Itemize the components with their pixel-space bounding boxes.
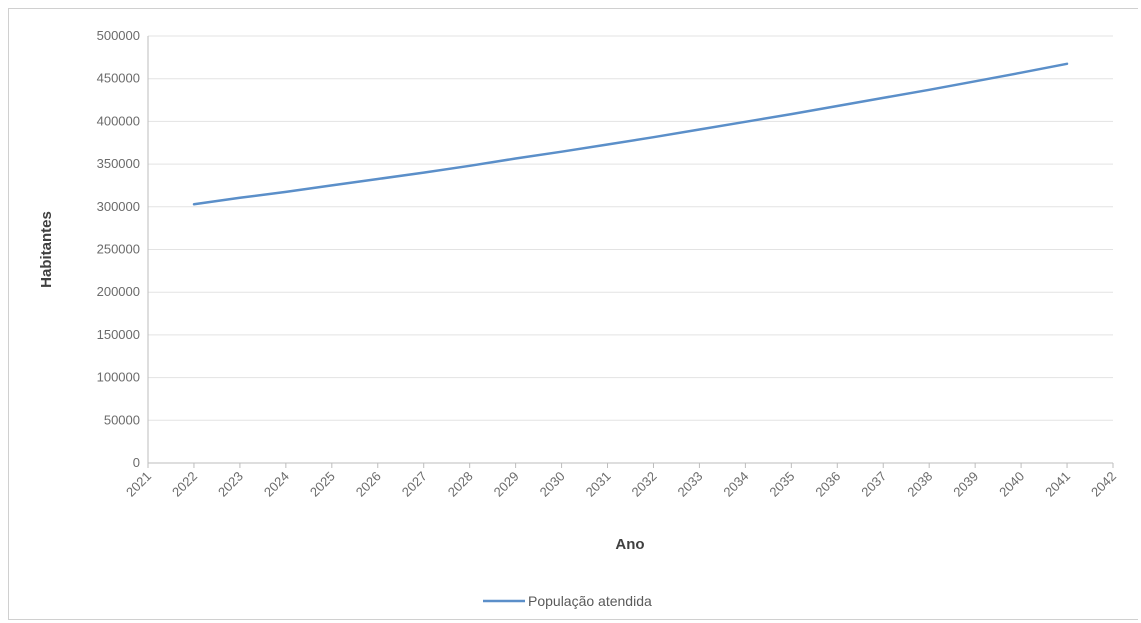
y-tick-label: 250000 <box>97 242 140 257</box>
y-tick-label: 150000 <box>97 327 140 342</box>
x-tick-label: 2034 <box>720 469 751 500</box>
x-tick-label: 2028 <box>445 469 476 500</box>
x-tick-label: 2030 <box>537 469 568 500</box>
x-tick-label: 2041 <box>1042 469 1073 500</box>
x-tick-label: 2029 <box>491 469 522 500</box>
y-tick-label: 450000 <box>97 71 140 86</box>
x-tick-label: 2035 <box>766 469 797 500</box>
series-line <box>192 62 1069 206</box>
x-tick-label: 2036 <box>812 469 843 500</box>
chart-frame: 0 50000 100000 150000 200000 250000 300000 3500… <box>8 8 1138 620</box>
y-tick-label: 400000 <box>97 113 140 128</box>
x-tick-label: 2033 <box>674 469 705 500</box>
x-tick-labels: 2021 2022 2023 2024 2025 2026 2027 2028 2029 2030… <box>123 469 1119 500</box>
series-lines <box>192 62 1069 206</box>
y-tick-labels: 0 50000 100000 150000 200000 250000 300000 3500… <box>97 28 140 470</box>
line-chart: 0 50000 100000 150000 200000 250000 300000 3500… <box>38 28 1119 609</box>
x-tick-label: 2039 <box>950 469 981 500</box>
x-tick-label: 2022 <box>169 469 200 500</box>
x-tick-label: 2031 <box>583 469 614 500</box>
y-tick-label: 350000 <box>97 156 140 171</box>
x-tick-label: 2024 <box>261 469 292 500</box>
y-tick-label: 500000 <box>97 28 140 43</box>
y-tick-label: 0 <box>133 455 140 470</box>
x-tick-label: 2023 <box>215 469 246 500</box>
y-axis-title: Habitantes <box>38 211 55 288</box>
x-tick-label: 2027 <box>399 469 430 500</box>
legend: População atendida <box>483 593 652 609</box>
y-tick-label: 300000 <box>97 199 140 214</box>
axes <box>147 36 1114 468</box>
x-tick-label: 2025 <box>307 469 338 500</box>
y-tick-label: 100000 <box>97 370 140 385</box>
y-tick-label: 50000 <box>104 412 140 427</box>
y-tick-label: 200000 <box>97 284 140 299</box>
x-tick-label: 2038 <box>904 469 935 500</box>
gridlines <box>148 35 1113 421</box>
x-tick-label: 2040 <box>996 469 1027 500</box>
x-tick-label: 2026 <box>353 469 384 500</box>
x-tick-label: 2021 <box>123 469 154 500</box>
x-axis-title: Ano <box>615 536 644 553</box>
x-tick-label: 2032 <box>629 469 660 500</box>
legend-label: População atendida <box>528 593 652 609</box>
x-tick-label: 2037 <box>858 469 889 500</box>
x-tick-label: 2042 <box>1088 469 1119 500</box>
